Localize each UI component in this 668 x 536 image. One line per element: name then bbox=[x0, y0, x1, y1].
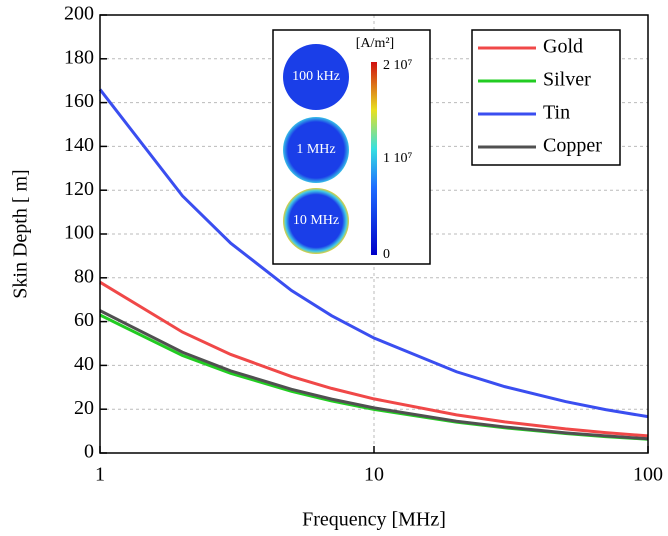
y-tick-label: 120 bbox=[64, 178, 94, 200]
colorbar-label: 2 10⁷ bbox=[383, 58, 413, 73]
y-axis-label: Skin Depth [ m] bbox=[10, 169, 32, 298]
colorbar bbox=[371, 62, 377, 255]
y-tick-label: 100 bbox=[64, 222, 94, 244]
colorbar-label: 1 10⁷ bbox=[383, 151, 413, 166]
legend-label: Tin bbox=[543, 102, 570, 124]
y-tick-label: 20 bbox=[74, 397, 94, 419]
circle-label: 10 MHz bbox=[293, 213, 339, 228]
y-tick-label: 0 bbox=[84, 441, 94, 463]
legend-frame bbox=[471, 29, 621, 166]
colorbar-unit: [A/m²] bbox=[356, 36, 394, 51]
legend-label: Gold bbox=[543, 36, 583, 58]
series-line bbox=[98, 88, 649, 419]
legend-label: Copper bbox=[543, 135, 602, 157]
inset: 100 kHz 1 MHz 10 MHz [A/m²] 2 10⁷ 1 10⁷ … bbox=[272, 29, 431, 265]
x-tick-label: 100 bbox=[633, 464, 663, 486]
y-tick-label: 60 bbox=[74, 309, 94, 331]
inset-circle bbox=[283, 188, 349, 254]
series-line bbox=[99, 280, 649, 438]
legend: Gold Silver Tin Copper bbox=[478, 36, 602, 157]
inset-circle bbox=[283, 44, 349, 110]
x-axis-label: Frequency [MHz] bbox=[302, 509, 446, 531]
x-tick-label: 10 bbox=[364, 464, 384, 486]
y-tick-label: 180 bbox=[64, 46, 94, 68]
lines bbox=[98, 88, 649, 441]
y-tick-label: 200 bbox=[64, 3, 94, 25]
inset-circle bbox=[283, 117, 349, 183]
colorbar-label: 0 bbox=[383, 247, 390, 262]
y-tick-label: 160 bbox=[64, 90, 94, 112]
circle-label: 1 MHz bbox=[296, 142, 335, 157]
circle-label: 100 kHz bbox=[292, 69, 340, 84]
y-tick-label: 80 bbox=[74, 265, 94, 287]
series-line bbox=[99, 309, 649, 441]
y-tick-label: 140 bbox=[64, 134, 94, 156]
y-tick-label: 40 bbox=[74, 353, 94, 375]
x-tick-label: 1 bbox=[95, 464, 105, 486]
legend-label: Silver bbox=[543, 69, 591, 91]
